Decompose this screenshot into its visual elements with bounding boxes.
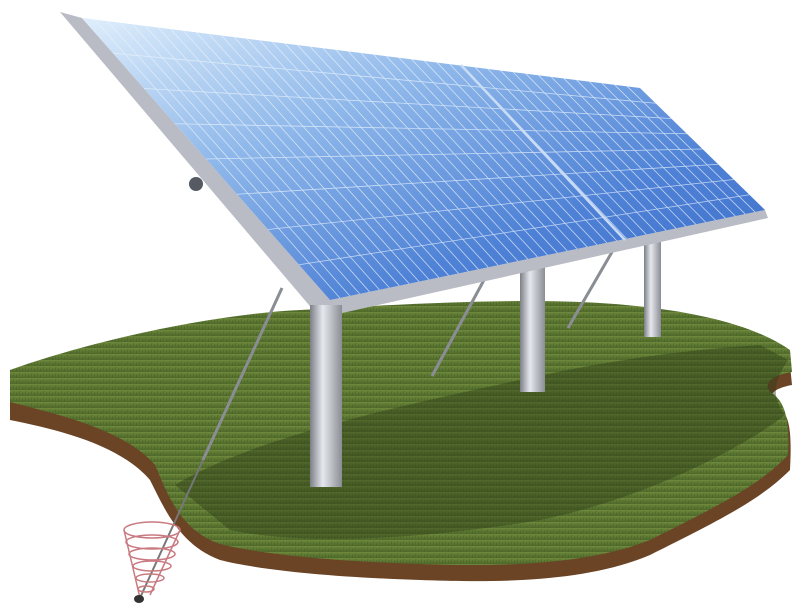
grass-island [10, 300, 792, 566]
cell-line [335, 49, 529, 260]
cell-line [627, 86, 756, 213]
cell-line [233, 36, 449, 276]
cell-line [132, 24, 370, 293]
cell-line [424, 60, 598, 246]
cell-line [436, 62, 608, 244]
middle-post [520, 262, 545, 392]
rear-post [644, 240, 661, 337]
strut [566, 251, 614, 329]
strut [430, 279, 486, 377]
cell-line [271, 41, 479, 270]
cell-line [398, 57, 578, 250]
cell-line [601, 82, 736, 217]
cell-line [474, 67, 637, 237]
cell-line [614, 84, 746, 215]
cell-line [107, 20, 351, 297]
cell-line [563, 78, 706, 223]
cell-line [550, 76, 697, 225]
cell-line [170, 28, 400, 286]
cell-line [309, 46, 509, 264]
cell-line [588, 81, 726, 219]
cell-line [525, 73, 677, 229]
cell-line [411, 59, 588, 248]
cell-line [297, 44, 499, 266]
cell-line [500, 70, 657, 233]
cell-line [373, 54, 558, 254]
cell-line [183, 30, 410, 284]
tilt-joint [189, 177, 203, 191]
cell-line [208, 33, 430, 280]
cell-line [386, 55, 568, 252]
solar-panel [82, 18, 765, 300]
front-post [310, 305, 342, 487]
cell-line [449, 63, 617, 241]
panel-divider [460, 64, 626, 241]
cell-line [259, 40, 469, 272]
cell-line [360, 52, 548, 256]
cell-line [246, 38, 459, 274]
cell-line [119, 22, 360, 295]
cell-line [157, 27, 390, 288]
cell-line [348, 51, 538, 258]
cell-line [221, 35, 440, 278]
anchor-cable [139, 459, 204, 599]
panel-shadow [175, 345, 788, 539]
cell-line [145, 25, 380, 291]
anchor-tip [134, 595, 144, 603]
cell-line [195, 32, 420, 282]
cell-line [538, 74, 687, 227]
panel-frame [60, 12, 768, 318]
cell-line [576, 79, 716, 221]
panel-cells [94, 19, 756, 299]
cell-line [322, 47, 519, 262]
cell-line [487, 68, 647, 235]
ground-anchor [123, 521, 181, 599]
cell-line [512, 71, 667, 231]
cell-line [284, 43, 489, 268]
cell-line [94, 19, 341, 299]
strut [201, 287, 284, 461]
